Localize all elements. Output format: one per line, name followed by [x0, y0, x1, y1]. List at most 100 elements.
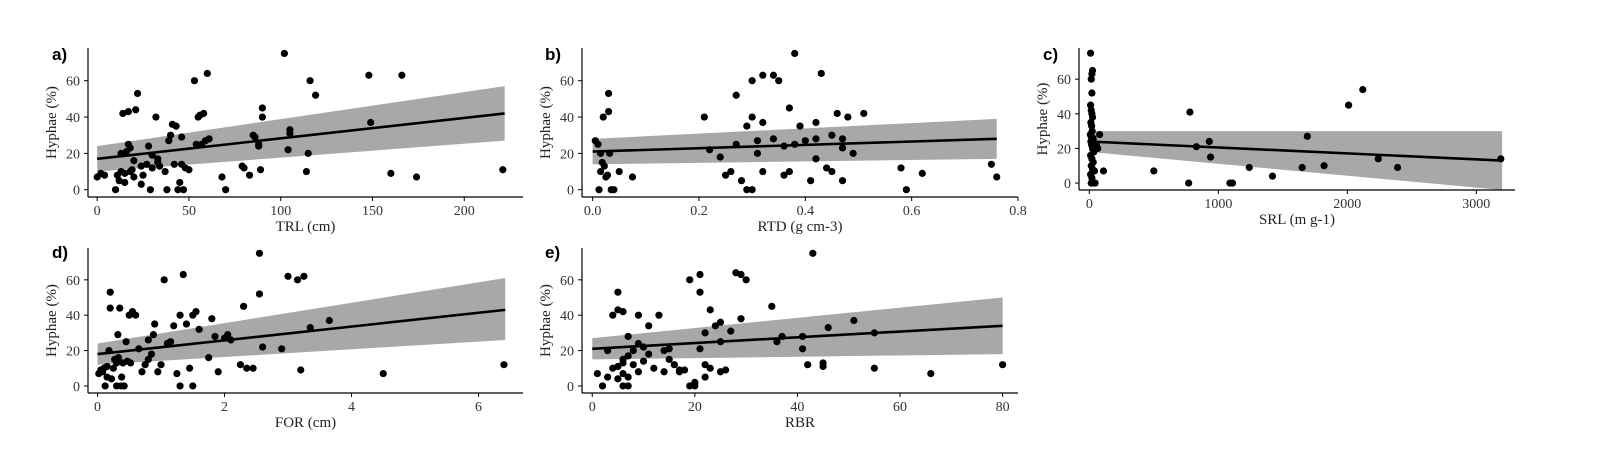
y-tick-label: 20: [560, 147, 574, 162]
regression-line: [97, 308, 506, 356]
data-point: [701, 373, 709, 381]
data-point: [743, 186, 751, 194]
data-point: [130, 157, 138, 165]
data-point: [240, 164, 248, 172]
x-tick-label: 1000: [1204, 197, 1232, 212]
x-tick-label: 0.2: [690, 204, 708, 219]
data-point: [686, 276, 694, 284]
x-tick-label: 100: [270, 204, 291, 219]
data-point: [138, 368, 146, 376]
data-point: [190, 77, 199, 85]
data-point: [716, 318, 725, 326]
x-tick-label: 60: [893, 400, 907, 415]
data-point: [109, 364, 118, 372]
data-point: [256, 166, 265, 174]
x-tick-label: 40: [790, 400, 804, 415]
data-point: [721, 171, 730, 179]
panel-a: 0 50 100 150 200 0 20 40 60 TRL (cm) Hyphae (%) a): [44, 45, 523, 235]
y-axis-label: Hyphae (%): [1035, 83, 1051, 156]
data-point: [148, 164, 156, 172]
data-point: [748, 113, 756, 121]
data-point: [619, 369, 627, 378]
data-point: [107, 375, 116, 383]
data-point: [753, 137, 762, 145]
data-point: [838, 144, 847, 152]
data-point: [115, 177, 123, 185]
data-point: [1374, 155, 1382, 163]
data-point: [166, 131, 175, 139]
data-point: [106, 304, 114, 312]
data-point: [1205, 137, 1213, 146]
x-tick-label: 6: [475, 400, 482, 415]
data-point: [306, 77, 314, 85]
data-point: [101, 382, 109, 390]
data-point: [696, 270, 704, 279]
data-point: [748, 77, 756, 85]
data-point: [152, 113, 160, 121]
data-point: [412, 173, 421, 181]
data-point: [737, 315, 745, 323]
data-point: [680, 366, 689, 374]
y-axis-label: Hyphae (%): [44, 86, 60, 159]
regression-line: [97, 112, 505, 161]
data-point: [645, 322, 653, 330]
data-point: [192, 140, 200, 148]
data-point: [1186, 108, 1194, 116]
data-point: [660, 368, 668, 376]
x-axis-label: RTD (g cm-3): [758, 219, 843, 235]
x-tick-label: 0.4: [797, 204, 815, 219]
x-axis-label: TRL (cm): [276, 219, 336, 235]
y-tick-label: 40: [66, 309, 80, 324]
data-point: [297, 366, 305, 374]
data-point: [655, 311, 663, 319]
data-point: [619, 355, 627, 364]
data-point: [179, 270, 187, 279]
data-point: [1088, 66, 1097, 75]
data-point: [775, 77, 783, 85]
data-point: [178, 133, 186, 141]
data-point: [126, 144, 134, 152]
data-point: [706, 306, 714, 314]
data-point: [629, 361, 637, 369]
data-point: [239, 302, 248, 310]
x-tick-label: 3000: [1462, 197, 1490, 212]
data-point: [819, 359, 827, 367]
data-point: [154, 155, 162, 163]
data-point: [1094, 144, 1102, 153]
y-tick-label: 40: [560, 309, 574, 324]
data-point: [759, 167, 767, 176]
y-tick-label: 60: [1057, 73, 1071, 88]
data-point: [179, 186, 188, 194]
data-point: [185, 166, 193, 174]
data-point: [100, 171, 109, 179]
data-point: [182, 320, 191, 328]
data-point: [927, 369, 935, 378]
data-point: [165, 137, 173, 145]
data-point: [1394, 163, 1402, 172]
x-tick-label: 0.0: [584, 204, 602, 219]
data-point: [624, 373, 632, 381]
data-point: [161, 167, 169, 176]
data-point: [828, 131, 836, 139]
y-tick-label: 20: [66, 147, 80, 162]
data-point: [236, 361, 245, 369]
data-point: [166, 338, 175, 346]
confidence-band: [97, 278, 506, 365]
data-point: [139, 171, 147, 179]
data-point: [122, 338, 130, 346]
data-point: [249, 364, 257, 372]
y-tick-label: 40: [560, 111, 574, 126]
data-point: [796, 122, 804, 130]
data-point: [598, 382, 607, 390]
data-point: [902, 186, 910, 194]
y-tick-label: 0: [567, 380, 574, 395]
data-point: [696, 345, 704, 353]
data-point: [114, 331, 122, 339]
data-point: [258, 104, 266, 112]
data-point: [785, 104, 793, 112]
data-point: [769, 71, 778, 79]
data-point: [205, 354, 213, 362]
data-point: [807, 177, 815, 185]
data-point: [639, 357, 648, 365]
